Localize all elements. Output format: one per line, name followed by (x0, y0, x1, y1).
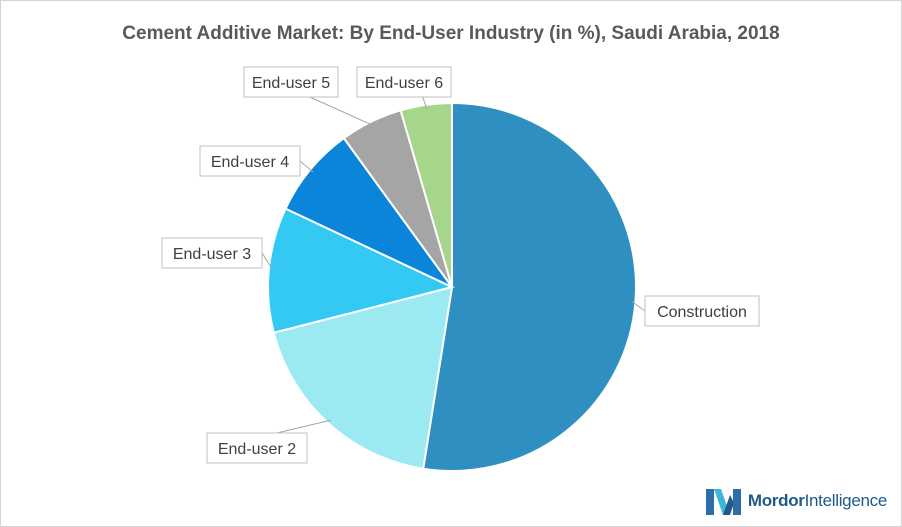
slice-label-box (356, 66, 452, 98)
chart-title: Cement Additive Market: By End-User Indu… (122, 23, 780, 44)
slice-label-box (199, 145, 301, 177)
slice-labels: Construction End-user 2 End-user 3 End-user… (161, 66, 760, 464)
pie-slice-construction (422, 101, 637, 472)
slice-label-end-user-6: End-user 6 (356, 66, 452, 98)
leader-line-end-user-6 (422, 96, 428, 109)
slice-label-text: End-user 2 (218, 441, 296, 458)
logo-wordmark: MordorIntelligence (747, 491, 887, 510)
leader-line-end-user-5 (309, 96, 374, 126)
pie-slice-end-user-6 (399, 101, 453, 288)
slice-label-construction: Construction (644, 295, 760, 327)
pie-slice-end-user-3 (267, 207, 455, 334)
slice-label-text: Construction (657, 304, 747, 321)
slice-label-text: End-user 5 (252, 75, 330, 92)
slice-label-box (243, 66, 339, 98)
slice-label-text: End-user 6 (365, 75, 443, 92)
leader-line-end-user-4 (299, 160, 314, 173)
slice-label-end-user-2: End-user 2 (206, 432, 308, 464)
slice-label-text: End-user 3 (173, 246, 251, 263)
slice-label-end-user-3: End-user 3 (161, 237, 263, 269)
slice-label-end-user-5: End-user 5 (243, 66, 339, 98)
mordor-logo-icon (705, 489, 741, 515)
mordor-intelligence-logo: MordorIntelligence (705, 484, 887, 518)
pie-slices (267, 101, 637, 472)
slice-label-end-user-4: End-user 4 (199, 145, 301, 177)
leader-line-end-user-2 (276, 419, 331, 434)
pie-slice-end-user-2 (272, 285, 454, 470)
slice-label-box (644, 295, 760, 327)
slice-label-text: End-user 4 (211, 154, 289, 171)
leader-line-end-user-3 (261, 252, 274, 271)
leader-lines (261, 96, 646, 434)
slice-label-box (206, 432, 308, 464)
leader-line-construction (631, 300, 646, 312)
slice-label-box (161, 237, 263, 269)
